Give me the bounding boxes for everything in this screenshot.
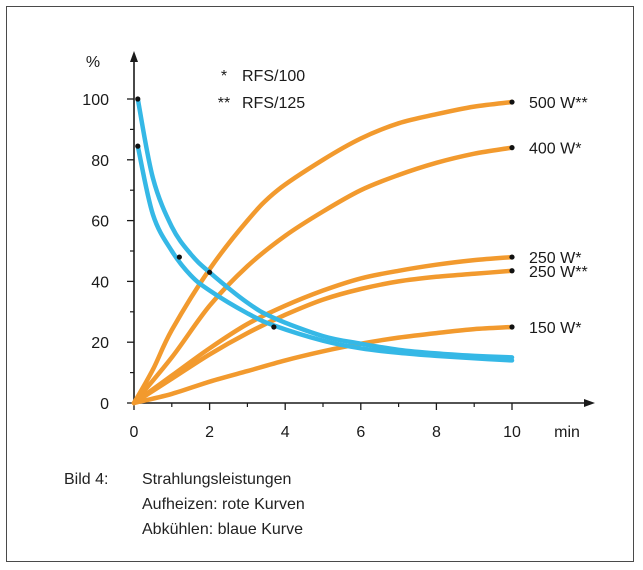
- y-tick-label: 40: [91, 274, 109, 291]
- x-tick-label: 10: [503, 424, 521, 441]
- curves: [131, 96, 515, 406]
- y-axis-arrow: [130, 51, 138, 62]
- data-point: [509, 324, 515, 330]
- series-line-250-w-: [131, 254, 515, 406]
- y-axis-unit: %: [86, 54, 100, 71]
- series-label: 400 W*: [529, 141, 581, 158]
- y-tick-label: 80: [91, 153, 109, 170]
- caption-number: Bild 4:: [64, 471, 109, 488]
- legend-marker: *: [221, 68, 227, 85]
- series-label: 250 W*: [529, 250, 581, 267]
- x-tick-label: 0: [130, 424, 139, 441]
- data-point: [135, 143, 141, 149]
- data-point: [509, 99, 515, 105]
- series-line-500-w-: [131, 99, 515, 406]
- legend-text: RFS/125: [242, 95, 305, 112]
- figure-frame: 0 2 4 6 8 10 0 20 40 60 80 100 % min * RFS/100 ** RFS/12…: [6, 6, 634, 562]
- legend-marker: **: [218, 95, 230, 112]
- cooling-curve: [135, 96, 515, 360]
- series-label: 150 W*: [529, 320, 581, 337]
- data-point: [135, 96, 141, 102]
- legend-text: RFS/100: [242, 68, 305, 85]
- data-point: [509, 268, 515, 274]
- labels: % min * RFS/100 ** RFS/125 500 W** 400 W* 250 W*…: [86, 54, 588, 441]
- data-markers: [135, 96, 515, 330]
- x-tick-label: 4: [281, 424, 290, 441]
- data-point: [271, 324, 277, 330]
- y-tick-label: 20: [91, 335, 109, 352]
- x-tick-label: 2: [205, 424, 214, 441]
- data-point: [176, 254, 182, 260]
- y-tick-label: 0: [100, 396, 109, 413]
- x-tick-label: 8: [432, 424, 441, 441]
- series-line-150-w-: [131, 324, 515, 406]
- y-tick-label: 60: [91, 214, 109, 231]
- series-label: 500 W**: [529, 95, 588, 112]
- caption-line-2: Aufheizen: rote Kurven: [142, 496, 305, 513]
- data-point: [509, 254, 515, 260]
- x-tick-label: 6: [356, 424, 365, 441]
- caption-line-3: Abkühlen: blaue Kurve: [142, 521, 303, 538]
- series-line-250-w-: [131, 268, 515, 406]
- series-line-400-w-: [131, 145, 515, 406]
- y-tick-label: 100: [82, 92, 109, 109]
- series-label: 250 W**: [529, 264, 588, 281]
- caption-line-1: Strahlungsleistungen: [142, 471, 292, 488]
- x-axis-unit: min: [554, 424, 580, 441]
- data-point: [509, 145, 515, 151]
- x-axis-arrow: [584, 399, 595, 407]
- data-point: [207, 269, 213, 275]
